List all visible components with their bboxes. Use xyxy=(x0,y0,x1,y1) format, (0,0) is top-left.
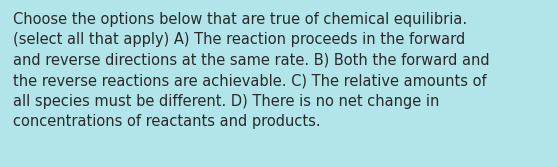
Text: Choose the options below that are true of chemical equilibria.
(select all that : Choose the options below that are true o… xyxy=(13,12,489,129)
